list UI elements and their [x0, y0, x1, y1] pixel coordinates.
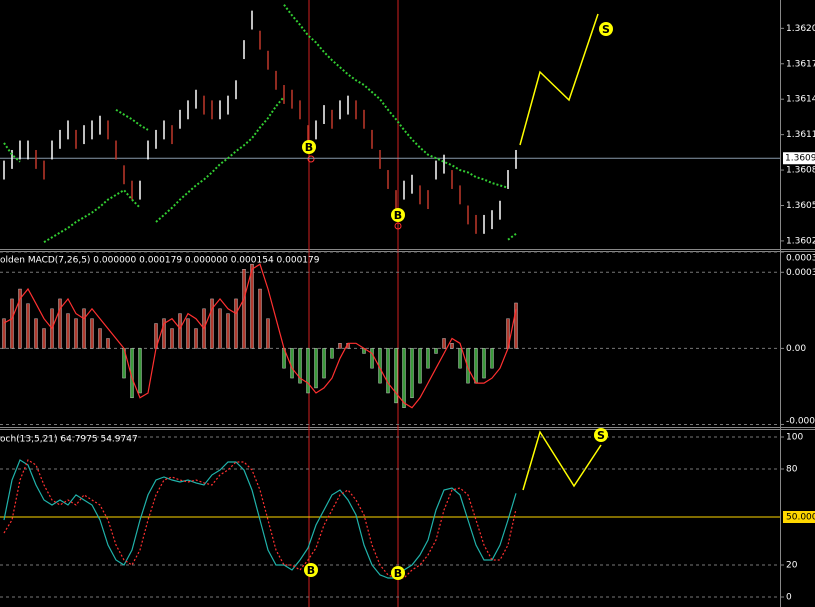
plot: 1.3620 1.3617 1.3614 1.3611 1.3608 1.3605 1.36… [0, 4, 815, 603]
y-tick-label: 0 [786, 593, 792, 603]
signal-marker [391, 208, 405, 222]
histogram-bar [450, 343, 454, 349]
histogram-bar [26, 303, 30, 349]
histogram-bar [266, 318, 270, 349]
histogram-bar [42, 328, 46, 349]
histogram-bar [330, 348, 334, 359]
histogram-bar [178, 313, 182, 349]
y-tick-label: 1.3620 [786, 24, 815, 34]
histogram-bar [82, 308, 86, 349]
histogram-bar [138, 348, 142, 394]
histogram-bar [410, 348, 414, 399]
histogram-bar [298, 348, 302, 384]
y-tick-label: 1.3602 [786, 236, 815, 246]
histogram-bar [106, 338, 110, 349]
histogram-bar [434, 348, 438, 354]
signal-label: B [394, 567, 402, 580]
signal-label: S [597, 429, 605, 442]
arrow-marker [394, 222, 402, 230]
histogram-bar [34, 318, 38, 349]
level-box [783, 511, 815, 523]
y-tick-label: 1.3611 [786, 130, 815, 140]
y-tick-label: 1.3617 [786, 59, 815, 69]
y-tick-label: 0.0003 [786, 268, 815, 278]
signal-marker [302, 140, 316, 154]
histogram-bar [370, 348, 374, 369]
projection [522, 430, 602, 491]
histogram-bar [90, 318, 94, 349]
histogram-bar [170, 328, 174, 349]
histogram-bar [514, 302, 518, 349]
signal-marker [599, 22, 613, 36]
signal-label: B [307, 564, 315, 577]
histogram-bar [394, 348, 398, 404]
projection [519, 13, 599, 146]
series-line [3, 263, 517, 409]
histogram-bar [290, 348, 294, 379]
histogram-bar [458, 348, 462, 369]
y-tick-label: 20 [786, 561, 798, 571]
histogram-bar [74, 318, 78, 349]
price-box [783, 152, 815, 165]
y-tick-label: 1.3608 [786, 166, 815, 176]
y-tick-label: 0.00 [786, 344, 806, 354]
histogram-bar [306, 348, 310, 394]
y-tick-label: 0.00038 [786, 254, 815, 264]
histogram-bar [162, 318, 166, 349]
histogram-bar [234, 298, 238, 349]
histogram-bar [18, 288, 22, 349]
histogram-bar [442, 338, 446, 349]
y-tick-label: 80 [786, 465, 798, 475]
signal-label: B [305, 141, 313, 154]
histogram-bar [314, 348, 318, 389]
histogram-bar [426, 348, 430, 369]
histogram-bar [58, 298, 62, 349]
histogram-bar [226, 313, 230, 349]
histogram-bar [194, 328, 198, 349]
signal-label: B [394, 209, 402, 222]
arrow-marker [307, 155, 315, 163]
histogram-bar [10, 298, 14, 349]
histogram-bar [338, 343, 342, 349]
level-label: 50.000 [786, 513, 815, 523]
y-tick-label: 100 [786, 433, 803, 443]
histogram-bar [490, 348, 494, 369]
histogram-bar [466, 348, 470, 384]
histogram-bar [66, 313, 70, 349]
signal-marker [304, 563, 318, 577]
y-tick-label: -0.0003 [786, 417, 815, 427]
histogram-bar [186, 318, 190, 349]
current-price-label: 1.3609 [785, 154, 815, 164]
panel-title: olden MACD(7,26,5) 0.000000 0.000179 0.0… [0, 256, 320, 266]
series-line [3, 459, 517, 579]
y-tick-label: 1.3614 [786, 95, 815, 105]
histogram-bar [402, 348, 406, 408]
signal-label: S [602, 23, 610, 36]
histogram-bar [2, 318, 6, 349]
histogram-bar [322, 348, 326, 379]
histogram-bar [210, 298, 214, 349]
histogram-bar [250, 263, 254, 349]
series-line [43, 96, 517, 243]
histogram-bar [218, 308, 222, 349]
signal-marker [594, 428, 608, 442]
signal-marker [391, 566, 405, 580]
histogram-bar [418, 348, 422, 384]
series-line [3, 459, 517, 579]
y-tick-label: 1.3605 [786, 201, 815, 211]
histogram-bar [386, 348, 390, 394]
series-line [3, 4, 509, 189]
histogram-bar [258, 288, 262, 349]
histogram-bar [242, 269, 246, 349]
panel-title: och(13,5,21) 64.7975 54.9747 [0, 435, 138, 445]
histogram-bar [98, 328, 102, 349]
histogram-bar [482, 348, 486, 379]
histogram-bar [474, 348, 478, 384]
